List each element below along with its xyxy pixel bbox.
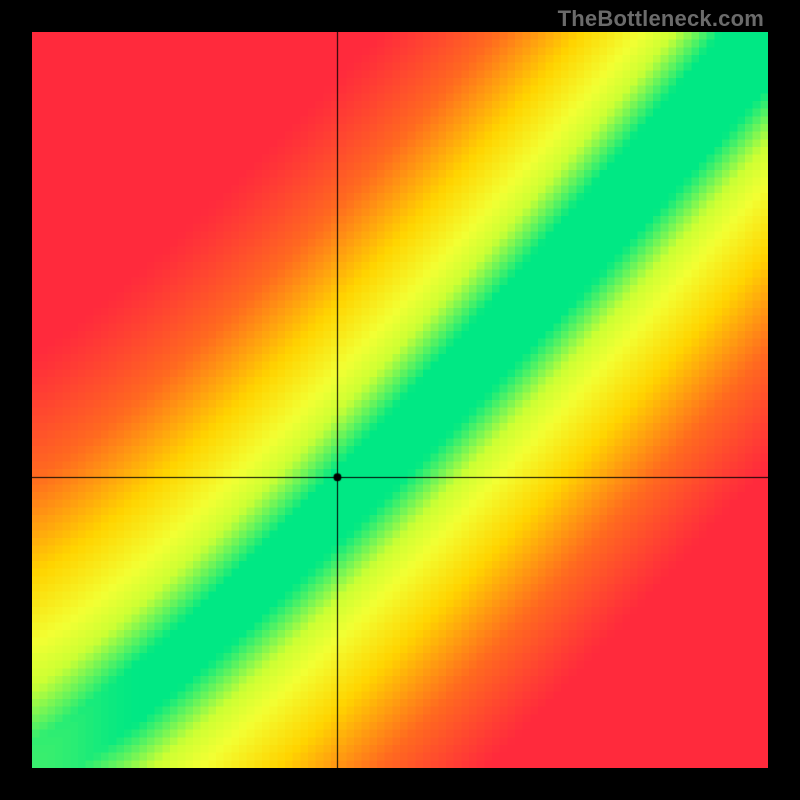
bottleneck-heatmap — [32, 32, 768, 768]
watermark-text: TheBottleneck.com — [558, 6, 764, 32]
chart-container: TheBottleneck.com — [0, 0, 800, 800]
